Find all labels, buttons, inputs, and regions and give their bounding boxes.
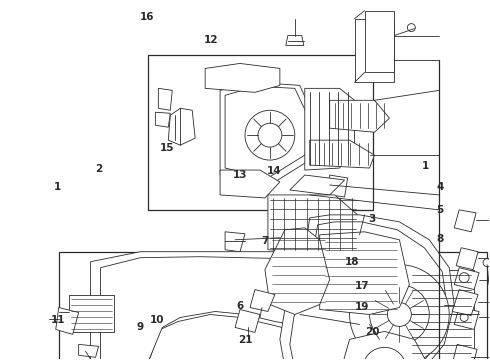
Text: 1: 1	[422, 161, 429, 171]
Polygon shape	[205, 63, 280, 92]
Bar	[148, 55, 372, 210]
Polygon shape	[452, 289, 478, 315]
Polygon shape	[330, 100, 390, 132]
Circle shape	[407, 24, 416, 32]
Text: 5: 5	[437, 206, 444, 216]
Polygon shape	[155, 112, 171, 127]
Text: 3: 3	[368, 215, 375, 224]
Text: 6: 6	[237, 301, 244, 311]
Polygon shape	[265, 228, 330, 315]
Bar	[69, 294, 114, 332]
Polygon shape	[330, 175, 347, 197]
Polygon shape	[454, 268, 479, 289]
Circle shape	[459, 273, 469, 283]
Text: 9: 9	[137, 322, 144, 332]
Polygon shape	[454, 307, 479, 329]
Polygon shape	[225, 232, 245, 252]
Text: 8: 8	[437, 234, 444, 244]
Polygon shape	[56, 307, 78, 334]
Text: 13: 13	[233, 170, 247, 180]
Polygon shape	[220, 82, 319, 185]
Circle shape	[430, 298, 444, 311]
Circle shape	[245, 110, 295, 160]
Text: 16: 16	[140, 12, 155, 22]
Polygon shape	[456, 248, 478, 270]
Polygon shape	[225, 86, 314, 178]
Circle shape	[258, 123, 282, 147]
Polygon shape	[78, 345, 98, 357]
Polygon shape	[454, 210, 476, 232]
Text: 18: 18	[345, 257, 360, 267]
Polygon shape	[168, 108, 195, 145]
Polygon shape	[310, 140, 374, 168]
Text: 14: 14	[267, 166, 282, 176]
Polygon shape	[355, 19, 394, 82]
Polygon shape	[235, 310, 260, 332]
Text: 7: 7	[261, 236, 268, 246]
Text: 10: 10	[150, 315, 164, 325]
Text: 11: 11	[51, 315, 66, 325]
Polygon shape	[280, 215, 454, 360]
Circle shape	[388, 302, 412, 327]
Circle shape	[460, 314, 468, 321]
Text: 15: 15	[160, 143, 174, 153]
Bar	[59, 252, 487, 360]
Circle shape	[349, 265, 449, 360]
Text: 2: 2	[95, 164, 102, 174]
Polygon shape	[250, 289, 275, 311]
Polygon shape	[290, 222, 447, 360]
Polygon shape	[91, 252, 349, 360]
Polygon shape	[290, 175, 344, 195]
Polygon shape	[158, 88, 172, 110]
Polygon shape	[268, 195, 358, 253]
Polygon shape	[220, 170, 280, 198]
Polygon shape	[319, 232, 409, 315]
Polygon shape	[340, 332, 429, 360]
Polygon shape	[365, 11, 394, 72]
Circle shape	[369, 285, 429, 345]
Polygon shape	[305, 88, 355, 170]
Polygon shape	[100, 257, 340, 360]
Circle shape	[363, 347, 406, 360]
Text: 1: 1	[53, 182, 61, 192]
Text: 17: 17	[355, 281, 369, 291]
Circle shape	[483, 259, 490, 267]
Polygon shape	[286, 36, 304, 45]
Text: 12: 12	[203, 35, 218, 45]
Text: 4: 4	[437, 182, 444, 192]
Bar	[409, 270, 474, 360]
Polygon shape	[451, 345, 477, 360]
Text: 19: 19	[355, 302, 369, 312]
Text: 21: 21	[238, 334, 252, 345]
Text: 20: 20	[365, 327, 379, 337]
